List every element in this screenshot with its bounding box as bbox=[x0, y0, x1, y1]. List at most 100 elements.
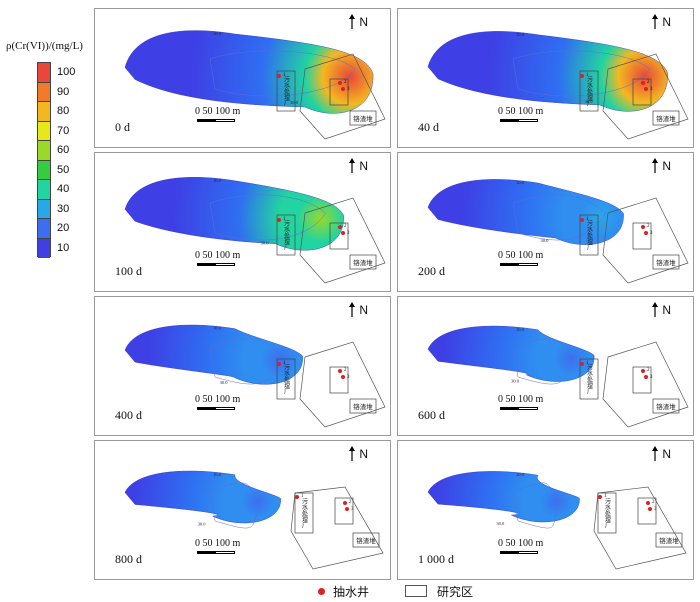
well-label: 3 bbox=[654, 507, 657, 512]
well-label: 2 bbox=[652, 500, 655, 505]
scale-label: 0 50 100 m bbox=[195, 538, 241, 549]
colorbar-segment bbox=[38, 63, 50, 83]
study-area-boundary bbox=[299, 197, 386, 284]
plume-map: 10.0 30.0 污水处理厂 铬渣堆 1 2 3 bbox=[124, 14, 386, 140]
study-area-boundary bbox=[593, 486, 687, 570]
colorbar-segment bbox=[38, 238, 50, 258]
scale-label: 0 50 100 m bbox=[498, 106, 544, 117]
well-label: 2 bbox=[344, 368, 347, 373]
pumping-well bbox=[338, 225, 342, 229]
north-arrow-head-icon bbox=[652, 446, 658, 451]
north-arrow-head-icon bbox=[349, 302, 355, 307]
pumping-well bbox=[277, 218, 281, 222]
landfill-label: 铬渣堆 bbox=[353, 114, 373, 123]
sewage-plant-label: 污水处理厂 bbox=[586, 363, 593, 395]
map-panel: 10.0 30.0 污水处理厂 铬渣堆 1 2 3 N 600 d 0 50 100… bbox=[397, 296, 694, 436]
contour-label: 30.0 bbox=[496, 521, 505, 526]
plume-map: 10.0 30.0 污水处理厂 铬渣堆 1 2 3 bbox=[124, 302, 386, 428]
pumping-well bbox=[338, 369, 342, 373]
well-label: 2 bbox=[647, 224, 650, 229]
pumping-well bbox=[641, 81, 645, 85]
colorbar bbox=[37, 62, 51, 258]
pumping-well bbox=[338, 81, 342, 85]
contour-label: 30.0 bbox=[290, 100, 299, 105]
pumping-well bbox=[580, 74, 584, 78]
colorbar-segment bbox=[38, 160, 50, 180]
north-arrow-head-icon bbox=[349, 14, 355, 19]
map-panel: 10.0 30.0 污水处理厂 铬渣堆 1 2 3 N 200 d 0 50 100… bbox=[397, 152, 694, 292]
plume-map: 10.0 30.0 污水处理厂 铬渣堆 1 2 3 bbox=[427, 14, 689, 140]
sewage-plant-label: 污水处理厂 bbox=[283, 363, 290, 395]
scale-label: 0 50 100 m bbox=[195, 106, 241, 117]
study-area-boundary bbox=[602, 197, 689, 284]
plume-contour-line bbox=[512, 482, 562, 529]
well-legend-icon bbox=[318, 588, 325, 595]
colorbar-segment bbox=[38, 180, 50, 200]
well-label: 2 bbox=[647, 80, 650, 85]
north-label: N bbox=[359, 303, 368, 317]
scale-bar bbox=[197, 407, 235, 410]
well-label: 1 bbox=[283, 73, 286, 78]
sewage-plant-box bbox=[579, 214, 599, 256]
study-area-boundary bbox=[299, 53, 386, 140]
study-area-legend-icon bbox=[405, 585, 427, 597]
scale-bar bbox=[500, 407, 538, 410]
sewage-plant-box bbox=[597, 492, 617, 534]
well-label: 2 bbox=[349, 500, 352, 505]
scale-label: 0 50 100 m bbox=[195, 250, 241, 261]
pumping-well bbox=[641, 225, 645, 229]
map-panel: 10.0 30.0 污水处理厂 铬渣堆 1 2 3 N 800 d 0 50 100… bbox=[94, 440, 391, 580]
plume-contour-fill bbox=[124, 470, 281, 524]
contour-label: 30.0 bbox=[585, 99, 594, 104]
sewage-plant-label: 污水处理厂 bbox=[586, 219, 593, 251]
time-label: 800 d bbox=[115, 552, 142, 566]
map-panel: 10.0 30.0 污水处理厂 铬渣堆 1 2 3 N 40 d 0 50 100 … bbox=[397, 8, 694, 148]
sewage-plant-box bbox=[294, 492, 314, 534]
site-box bbox=[329, 78, 349, 106]
time-label: 200 d bbox=[418, 264, 445, 278]
study-area-boundary bbox=[290, 486, 384, 570]
sewage-plant-box bbox=[579, 70, 599, 112]
contour-label: 10.0 bbox=[516, 32, 525, 37]
landfill-box bbox=[652, 254, 680, 270]
landfill-box bbox=[349, 398, 377, 414]
site-box bbox=[637, 497, 657, 525]
scale-label: 0 50 100 m bbox=[498, 250, 544, 261]
pumping-well bbox=[644, 87, 648, 91]
pumping-well bbox=[345, 507, 349, 511]
plume-contour-fill bbox=[124, 30, 374, 114]
scale-bar bbox=[197, 119, 235, 122]
well-label: 1 bbox=[301, 494, 304, 499]
plume-contour-fill bbox=[427, 325, 595, 382]
landfill-label: 铬渣堆 bbox=[656, 114, 676, 123]
sewage-plant-box bbox=[579, 358, 599, 400]
landfill-box bbox=[349, 254, 377, 270]
map-panel: 10.0 30.0 污水处理厂 铬渣堆 1 2 3 N 1 000 d 0 50 1… bbox=[397, 440, 694, 580]
landfill-box bbox=[655, 532, 683, 548]
contour-label: 30.0 bbox=[541, 238, 550, 243]
plume-contour-line bbox=[209, 482, 263, 529]
site-box bbox=[632, 78, 652, 106]
north-label: N bbox=[662, 15, 671, 29]
well-label: 2 bbox=[344, 80, 347, 85]
north-label: N bbox=[662, 159, 671, 173]
contour-label: 10.0 bbox=[213, 178, 222, 183]
pumping-well bbox=[343, 501, 347, 505]
plume-contour-line bbox=[209, 194, 326, 241]
plume-map: 10.0 30.0 污水处理厂 铬渣堆 1 2 3 bbox=[427, 302, 689, 428]
colorbar-tick-label: 20 bbox=[57, 222, 70, 234]
pumping-well bbox=[648, 507, 652, 511]
colorbar-tick-label: 40 bbox=[57, 183, 70, 195]
well-label: 1 bbox=[283, 361, 286, 366]
pumping-well bbox=[580, 218, 584, 222]
contour-label: 10.0 bbox=[516, 327, 525, 332]
plume-map: 10.0 30.0 污水处理厂 铬渣堆 1 2 3 bbox=[427, 158, 689, 284]
north-arrow-head-icon bbox=[652, 302, 658, 307]
sewage-plant-label: 污水处理厂 bbox=[301, 497, 308, 529]
site-box bbox=[632, 222, 652, 250]
scale-label: 0 50 100 m bbox=[195, 394, 241, 405]
north-label: N bbox=[359, 159, 368, 173]
north-label: N bbox=[662, 303, 671, 317]
site-box bbox=[334, 497, 354, 525]
colorbar-tick-label: 90 bbox=[57, 85, 70, 98]
